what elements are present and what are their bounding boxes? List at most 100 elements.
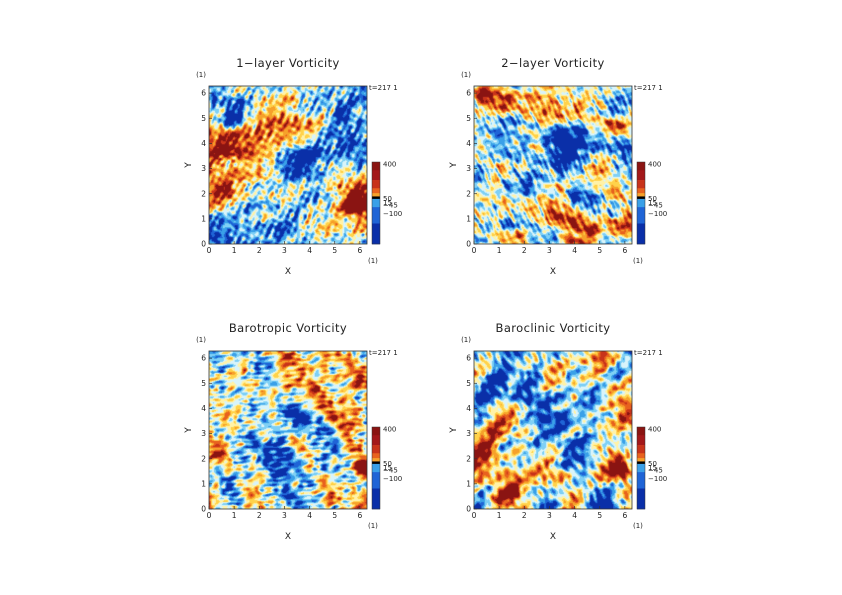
colorbar-segment: [637, 193, 645, 197]
x-tick-label: 6: [622, 246, 627, 255]
colorbar-segment: [637, 488, 645, 510]
x-tick-label: 2: [257, 511, 262, 520]
x-tick-label: 3: [547, 246, 552, 255]
y-tick-label: 1: [466, 214, 471, 223]
colorbar-frame: [371, 426, 381, 510]
y-tick-label: 3: [201, 164, 206, 173]
x-tick-label: 2: [257, 246, 262, 255]
colorbar-label: 400: [648, 426, 661, 434]
x-tick-label: 1: [232, 246, 237, 255]
colorbar-segment: [372, 193, 380, 197]
x-tick-label: 3: [547, 511, 552, 520]
x-tick-label: 6: [622, 511, 627, 520]
time-label: t=217 1: [369, 349, 398, 357]
y-unit-label: (1): [461, 71, 471, 79]
x-tick-label: 5: [597, 246, 602, 255]
colorbar-segment: [637, 472, 645, 489]
y-tick-label: 0: [201, 240, 206, 249]
x-tick-label: 1: [497, 246, 502, 255]
x-tick-label: 5: [332, 246, 337, 255]
panel-2: 2−layer Vorticity (1) t=217 1 0 1 2 3 4 5 6 0 1 2 3 4 5…: [449, 56, 667, 277]
y-tick-label: 4: [201, 139, 206, 148]
colorbar-frame: [636, 426, 646, 510]
colorbar-frame: [636, 161, 646, 245]
x-tick-label: 2: [522, 511, 527, 520]
plot-frame: [473, 85, 633, 245]
x-tick-label: 1: [232, 511, 237, 520]
y-tick-label: 1: [201, 479, 206, 488]
y-tick-label: 4: [466, 404, 471, 413]
x-axis-label: X: [550, 267, 556, 277]
vorticity-field: [474, 351, 632, 509]
colorbar-segment: [637, 162, 645, 171]
colorbar-label: 50: [383, 460, 392, 468]
x-tick-label: 6: [357, 511, 362, 520]
y-tick-label: 6: [201, 89, 206, 98]
time-label: t=217 1: [369, 84, 398, 92]
y-tick-label: 3: [466, 164, 471, 173]
x-tick-label: 4: [572, 246, 577, 255]
panel-1: 1−layer Vorticity (1) t=217 1 0 1 2 3 4 5 6 0 1 2 3 4 5…: [184, 56, 402, 277]
y-tick-label: 3: [201, 429, 206, 438]
x-tick-label: 0: [472, 246, 477, 255]
vorticity-field: [474, 86, 632, 244]
y-tick-label: 5: [201, 379, 206, 388]
plot-frame: [208, 85, 368, 245]
colorbar-label: −100: [383, 475, 402, 483]
x-axis-label: X: [285, 267, 291, 277]
colorbar-segment: [372, 463, 380, 473]
y-tick-label: 6: [466, 354, 471, 363]
colorbar-segment: [637, 170, 645, 181]
y-tick-label: 2: [466, 189, 471, 198]
x-tick-label: 5: [332, 511, 337, 520]
y-tick-label: 0: [466, 240, 471, 249]
colorbar-segment: [637, 223, 645, 245]
vorticity-field: [209, 351, 367, 509]
x-tick-label: 6: [357, 246, 362, 255]
colorbar-segment: [637, 198, 645, 208]
colorbar-segment: [372, 162, 380, 171]
colorbar-segment: [372, 472, 380, 489]
y-tick-label: 3: [466, 429, 471, 438]
panel-4: Baroclinic Vorticity (1) t=217 1 0 1 2 3 4 5 6 0 1 2…: [449, 321, 667, 542]
y-tick-label: 6: [201, 354, 206, 363]
panel-title: 2−layer Vorticity: [501, 56, 605, 70]
colorbar-label: 15: [648, 464, 657, 472]
colorbar-segment: [637, 445, 645, 454]
y-unit-label: (1): [196, 71, 206, 79]
colorbar-segment: [372, 461, 380, 465]
vorticity-field: [209, 86, 367, 244]
colorbar-label: 15: [648, 199, 657, 207]
colorbar-segment: [637, 458, 645, 462]
colorbar-label: −45: [648, 202, 663, 210]
colorbar-label: −100: [648, 210, 667, 218]
colorbar-label: 50: [648, 460, 657, 468]
colorbar-label: 400: [383, 426, 396, 434]
colorbar-segment: [637, 188, 645, 194]
colorbar-label: 15: [383, 199, 392, 207]
colorbar-segment: [372, 445, 380, 454]
x-tick-label: 1: [497, 511, 502, 520]
colorbar-segment: [637, 207, 645, 224]
y-tick-label: 4: [201, 404, 206, 413]
colorbar-label: −45: [383, 467, 398, 475]
colorbar-segment: [372, 435, 380, 446]
y-axis-label: Y: [184, 427, 194, 434]
colorbar-segment: [637, 180, 645, 189]
y-tick-label: 4: [466, 139, 471, 148]
colorbar-segment: [637, 427, 645, 436]
y-axis-label: Y: [449, 162, 459, 169]
x-unit-label: (1): [633, 522, 643, 530]
x-tick-label: 5: [597, 511, 602, 520]
y-unit-label: (1): [196, 336, 206, 344]
colorbar-segment: [372, 453, 380, 459]
y-tick-label: 2: [466, 454, 471, 463]
colorbar-label: 15: [383, 464, 392, 472]
colorbar-label: −45: [383, 202, 398, 210]
x-tick-label: 0: [207, 246, 212, 255]
x-tick-label: 2: [522, 246, 527, 255]
colorbar-segment: [372, 427, 380, 436]
x-tick-label: 0: [207, 511, 212, 520]
colorbar-segment: [372, 198, 380, 208]
colorbar-label: −100: [648, 475, 667, 483]
